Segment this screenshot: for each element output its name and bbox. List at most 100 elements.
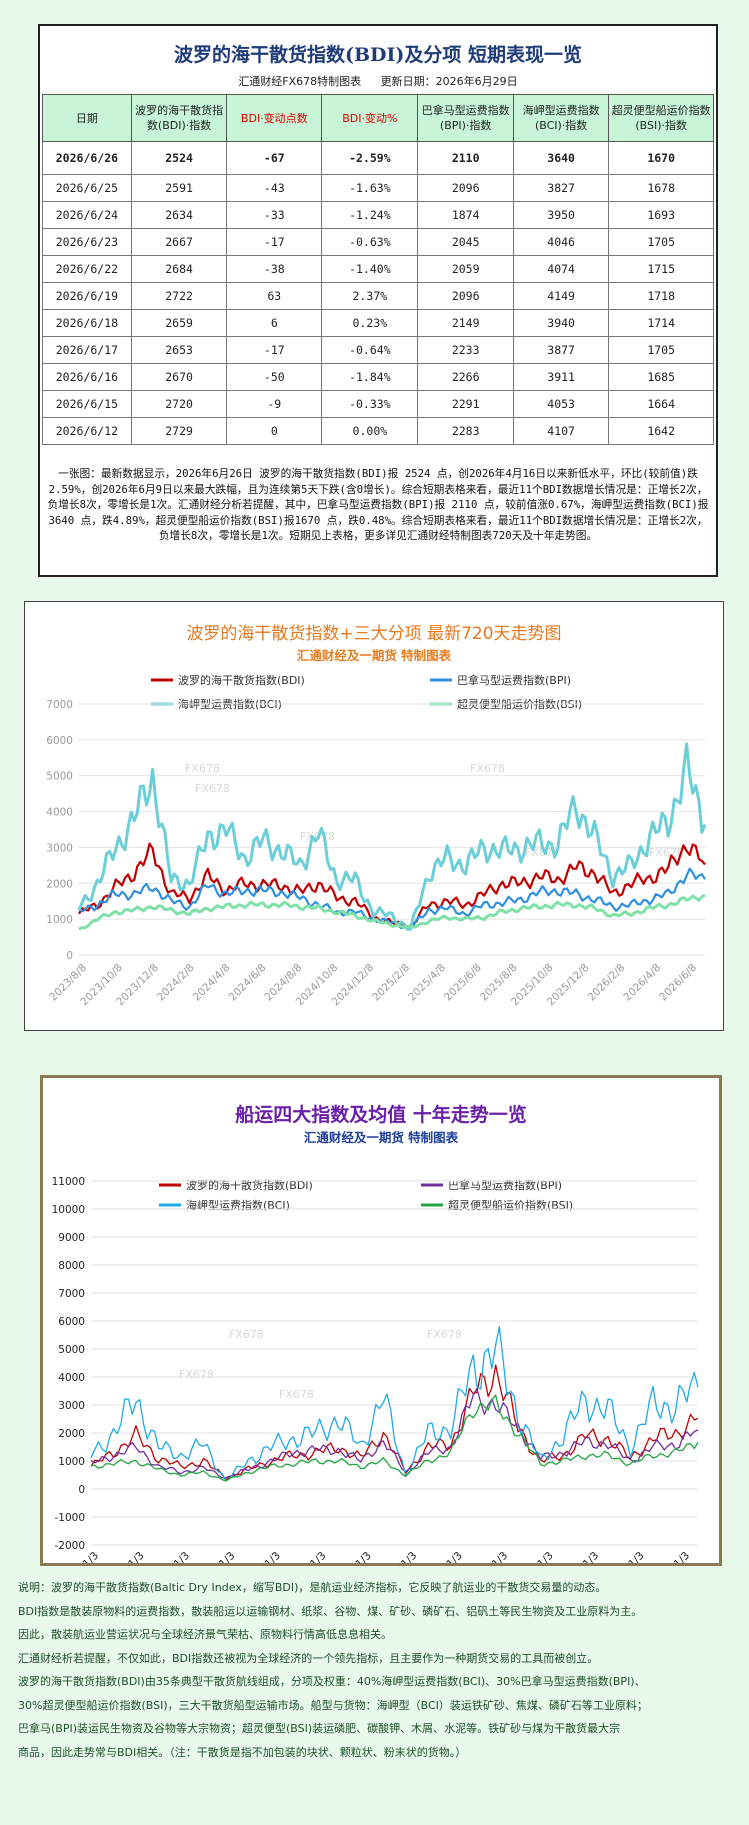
y-tick-label: 5000 <box>58 1344 85 1356</box>
table-cell: 2653 <box>130 336 228 364</box>
series-line <box>90 1364 699 1481</box>
watermark-text: FX678 <box>179 1368 214 1381</box>
watermark-text: FX678 <box>470 762 505 775</box>
chart-title: 船运四大指数及均值 十年走势一览 <box>235 1103 527 1126</box>
x-tick-label: 2026/4/8 <box>621 962 663 1004</box>
table-cell: 2026/6/12 <box>42 417 132 445</box>
table-cell: 2026/6/15 <box>42 390 132 418</box>
table-cell: 1714 <box>608 309 714 337</box>
x-tick-label: 2026/6/8 <box>657 962 699 1004</box>
table-cell: 2149 <box>417 309 514 337</box>
y-tick-label: 1000 <box>46 914 73 926</box>
table-cell: 4074 <box>512 255 610 283</box>
table-cell: 2233 <box>417 336 514 364</box>
table-header-cell: 波罗的海干散货指数(BDI)·指数 <box>130 94 228 142</box>
table-row: 2026/6/23 2667 -17 -0.63% 2045 4046 1705 <box>42 228 714 256</box>
table-cell: 3827 <box>512 174 610 202</box>
x-tick-label: 2024/6/8 <box>227 962 269 1004</box>
table-cell: -1.63% <box>321 174 419 202</box>
watermark-text: FX678 <box>427 1328 462 1341</box>
table-source: 汇通财经FX678特制图表 <box>238 75 362 88</box>
table-cell: -33 <box>226 201 323 229</box>
y-tick-label: 3000 <box>46 842 73 854</box>
note-line: 巴拿马(BPI)装运民生物资及谷物等大宗物资；超灵便型(BSI)装运磷肥、碳酸钾… <box>18 1722 621 1735</box>
explanation-notes: 说明：波罗的海干散货指数(Baltic Dry Index，缩写BDI)，是航运… <box>18 1576 742 1764</box>
table-cell: 4046 <box>512 228 610 256</box>
table-description: 一张图：最新数据显示，2026年6月26日 波罗的海干散货指数(BDI)报 25… <box>47 467 709 542</box>
table-header-cell: 海岬型运费指数(BCI)·指数 <box>512 94 610 142</box>
table-row: 2026/6/22 2684 -38 -1.40% 2059 4074 1715 <box>42 255 714 283</box>
note-line: 汇通财经析若提醒，不仅如此，BDI指数还被视为全球经济的一个领先指标，且主要作为… <box>18 1651 599 1665</box>
x-tick-label: 2025/2/8 <box>370 962 412 1004</box>
x-tick-label: 2015/1/3 <box>150 1550 192 1563</box>
watermark-text: FX678 <box>649 846 684 859</box>
y-tick-label: 7000 <box>58 1288 85 1300</box>
table-cell: 2266 <box>417 363 514 391</box>
table-cell: 2291 <box>417 390 514 418</box>
table-cell: 2670 <box>130 363 228 391</box>
table-row: 2026/6/19 2722 63 2.37% 2096 4149 1718 <box>42 282 714 310</box>
note-line: 商品，因此走势常与BDI相关。（注：干散货是指不加包装的块状、颗粒状、粉末状的货… <box>18 1745 467 1759</box>
chart-subtitle: 汇通财经及一期货 特制图表 <box>304 1130 459 1145</box>
table-cell: -1.24% <box>321 201 419 229</box>
table-cell: 1670 <box>608 141 714 175</box>
note-line: 因此，散装航运业营运状况与全球经济景气荣枯、原物料行情高低息息相关。 <box>18 1628 392 1641</box>
table-cell: 1642 <box>608 417 714 445</box>
table-cell: -1.40% <box>321 255 419 283</box>
table-cell: 4107 <box>512 417 610 445</box>
legend-label: 波罗的海干散货指数(BDI) <box>186 1178 313 1192</box>
table-cell: 2045 <box>417 228 514 256</box>
table-cell: 2026/6/19 <box>42 282 132 310</box>
table-cell: 1693 <box>608 201 714 229</box>
table-cell: 2729 <box>130 417 228 445</box>
table-cell: 2096 <box>417 282 514 310</box>
table-cell: 2096 <box>417 174 514 202</box>
table-cell: 1664 <box>608 390 714 418</box>
table-cell: 2283 <box>417 417 514 445</box>
table-cell: -38 <box>226 255 323 283</box>
x-tick-label: 2016/1/3 <box>196 1550 238 1563</box>
summary-panel: 波罗的海干散货指数(BDI)及分项 短期表现一览 汇通财经FX678特制图表 更… <box>38 24 718 577</box>
series-line <box>90 1326 699 1482</box>
table-cell: 4149 <box>512 282 610 310</box>
chart-720-day: 波罗的海干散货指数+三大分项 最新720天走势图 汇通财经及一期货 特制图表 波罗的… <box>24 601 724 1031</box>
y-tick-label: 2000 <box>46 878 73 890</box>
table-cell: -0.64% <box>321 336 419 364</box>
table-cell: 2026/6/16 <box>42 363 132 391</box>
table-header-cell: 巴拿马型运费指数(BPI)·指数 <box>417 94 514 142</box>
table-cell: 0 <box>226 417 323 445</box>
chart-subtitle: 汇通财经及一期货 特制图表 <box>297 648 452 663</box>
chart-ten-year: 船运四大指数及均值 十年走势一览汇通财经及一期货 特制图表波罗的海干散货指数(B… <box>40 1075 722 1591</box>
table-cell: 1718 <box>608 282 714 310</box>
table-cell: 2026/6/24 <box>42 201 132 229</box>
table-body: 2026/6/26 2524 -67 -2.59% 2110 3640 1670 2026/6… <box>42 141 714 445</box>
table-cell: -50 <box>226 363 323 391</box>
watermark-text: FX678 <box>185 762 220 775</box>
table-cell: 2026/6/23 <box>42 228 132 256</box>
watermark-text: FX678 <box>229 1328 264 1341</box>
table-cell: 3640 <box>512 141 610 175</box>
table-cell: 2026/6/17 <box>42 336 132 364</box>
x-tick-label: 2014/1/3 <box>105 1550 147 1563</box>
table-cell: 2722 <box>130 282 228 310</box>
table-header-cell: 超灵便型船运价指数(BSI)·指数 <box>608 94 714 142</box>
table-row: 2026/6/15 2720 -9 -0.33% 2291 4053 1664 <box>42 390 714 418</box>
table-cell: 6 <box>226 309 323 337</box>
table-cell: -67 <box>226 141 323 175</box>
y-tick-label: 0 <box>66 950 73 962</box>
legend-label: 巴拿马型运费指数(BPI) <box>448 1178 562 1192</box>
y-tick-label: 4000 <box>46 807 73 819</box>
legend-label: 巴拿马型运费指数(BPI) <box>457 673 571 687</box>
series-line <box>78 893 706 931</box>
watermark-text: FX678 <box>195 782 230 795</box>
x-tick-label: 2025/1/3 <box>605 1550 647 1563</box>
note-line: BDI指数是散装原物料的运费指数，散装船运以运输钢材、纸浆、谷物、煤、矿砂、磷矿… <box>18 1604 643 1618</box>
x-tick-label: 2019/1/3 <box>332 1550 374 1563</box>
table-cell: 2634 <box>130 201 228 229</box>
table-cell: 2026/6/18 <box>42 309 132 337</box>
table-cell: 1678 <box>608 174 714 202</box>
x-tick-label: 2024/4/8 <box>191 962 233 1004</box>
table-cell: 0.23% <box>321 309 419 337</box>
note-line: 波罗的海干散货指数(BDI)由35条典型干散货航线组成，分项及权重：40%海岬型… <box>18 1675 646 1688</box>
